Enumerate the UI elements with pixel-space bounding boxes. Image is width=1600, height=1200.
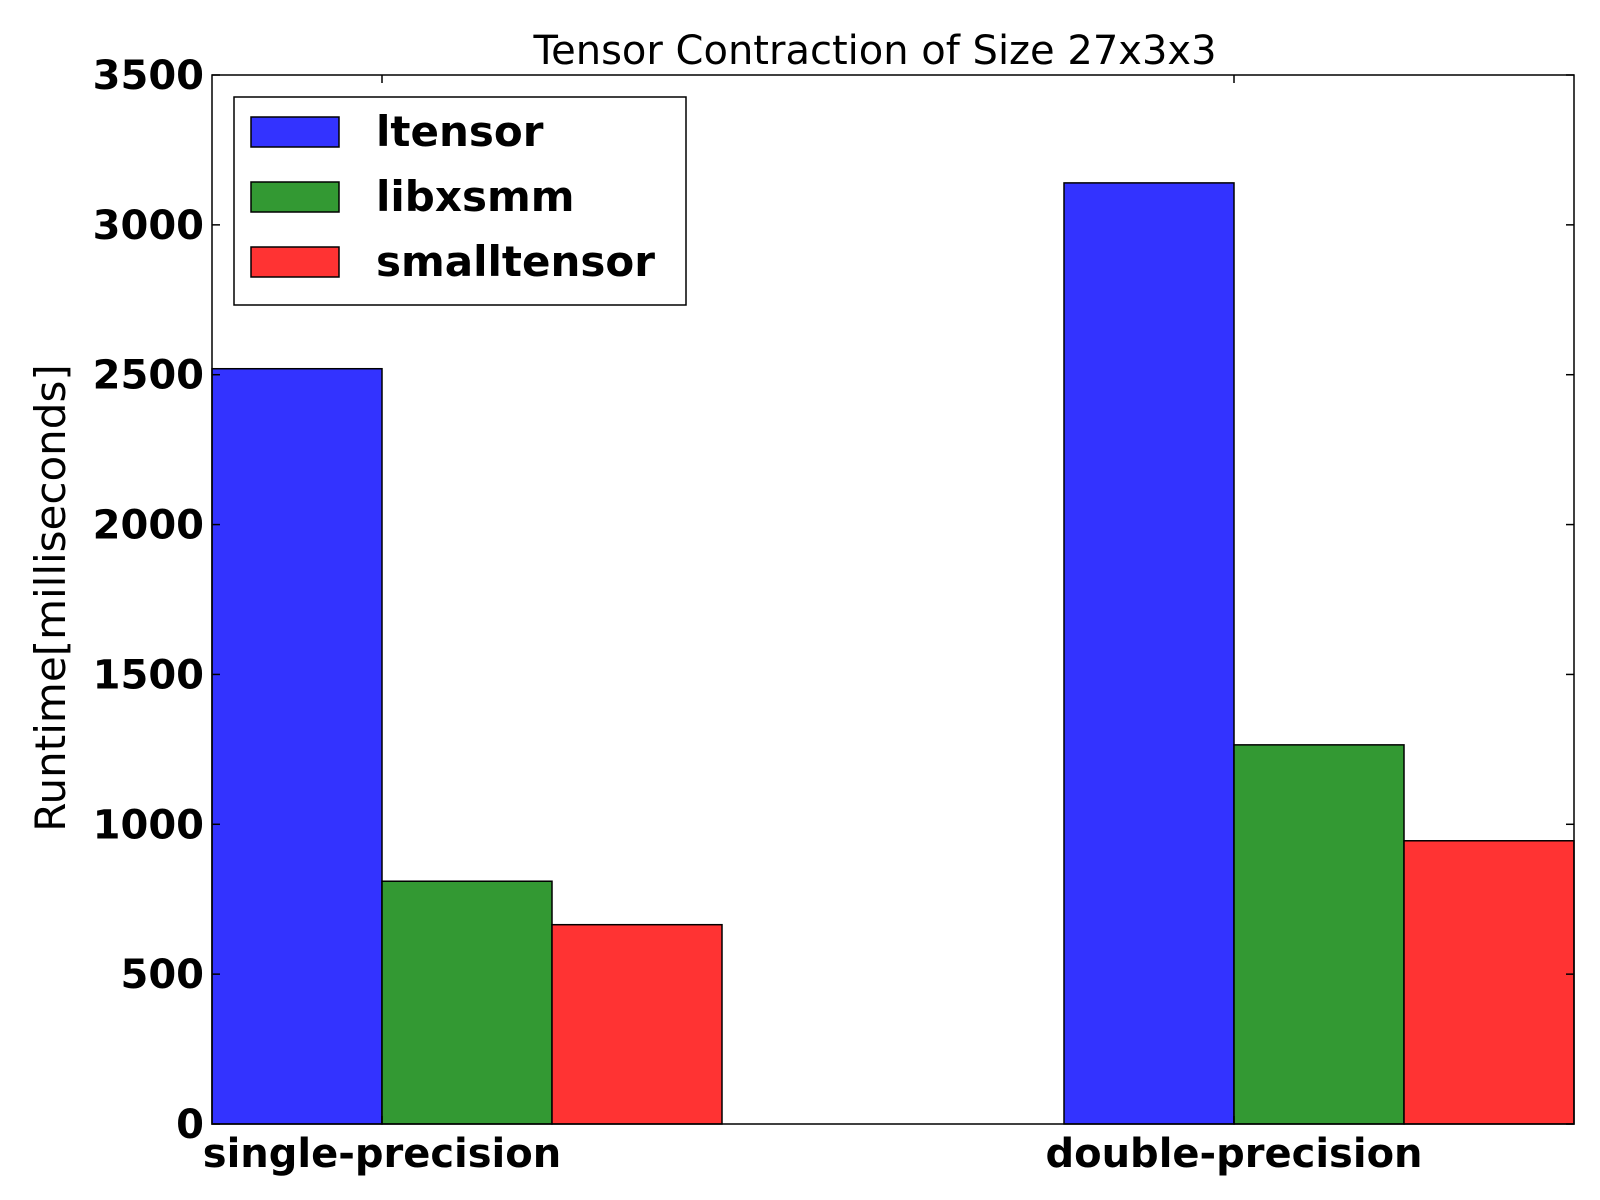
y-tick-label: 1000 xyxy=(93,802,204,848)
y-tick-label: 2000 xyxy=(93,503,204,549)
legend-swatch-smalltensor xyxy=(250,246,340,278)
y-tick-label: 0 xyxy=(176,1102,204,1148)
bar-libxsmm-double-precision xyxy=(1233,744,1405,1125)
bars-group xyxy=(211,182,1575,1125)
x-tick-label-double-precision: double-precision xyxy=(1045,1131,1422,1177)
legend-label-smalltensor: smalltensor xyxy=(376,237,655,286)
legend-swatch-libxsmm xyxy=(250,181,340,213)
x-tick-label-single-precision: single-precision xyxy=(203,1131,561,1177)
bar-ltensor-double-precision xyxy=(1063,182,1235,1125)
bar-smalltensor-double-precision xyxy=(1403,840,1575,1125)
y-tick-label: 3500 xyxy=(93,53,204,99)
y-tick-label: 500 xyxy=(121,952,205,998)
y-tick-label: 1500 xyxy=(93,652,204,698)
legend-label-libxsmm: libxsmm xyxy=(376,172,574,221)
legend-label-ltensor: ltensor xyxy=(376,107,544,156)
axes-group: 0 500 1000 1500 2000 2500 3000 3500 single-preci… xyxy=(93,53,1575,1177)
bar-libxsmm-single-precision xyxy=(381,880,553,1125)
plot-frame xyxy=(211,74,1575,1125)
bar-smalltensor-single-precision xyxy=(551,923,723,1125)
y-tick-label: 2500 xyxy=(93,353,204,399)
y-axis-label: Runtime[milliseconds] xyxy=(26,364,75,831)
bar-ltensor-single-precision xyxy=(211,367,383,1125)
chart-title: Tensor Contraction of Size 27x3x3 xyxy=(532,28,1216,74)
y-tick-label: 3000 xyxy=(93,203,204,249)
legend: ltensor libxsmm smalltensor xyxy=(233,96,687,306)
legend-swatch-ltensor xyxy=(250,116,340,148)
